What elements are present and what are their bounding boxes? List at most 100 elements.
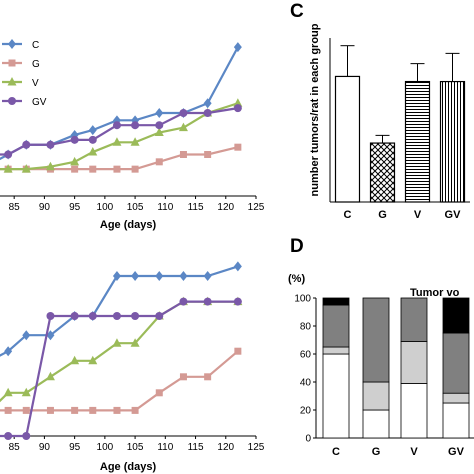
pB-series-V-point-6 (112, 338, 122, 347)
pA-series-GV-point-5 (88, 135, 97, 144)
pA-series-G-point-9 (179, 151, 187, 158)
pA-series-V-point-8 (154, 127, 164, 137)
pB-series-C-point-7 (131, 271, 140, 281)
c-bar-C (334, 75, 361, 203)
stacked-bar-chart-d-legend-title: Tumor vo (410, 287, 460, 299)
d-category-label-C: C (332, 446, 340, 458)
pB-series-C-point-6 (112, 271, 121, 281)
pA-series-C-point-11 (233, 42, 242, 53)
d-segment-GV-1 (442, 392, 470, 404)
pB-series-GV-point-9 (179, 297, 188, 306)
pA-series-G-point-11 (234, 143, 242, 151)
pA-series-GV-point-7 (131, 121, 140, 130)
pB-series-GV-point-7 (131, 312, 140, 320)
d-segment-V-1 (400, 340, 428, 384)
pB-series-V-point-5 (88, 355, 98, 365)
d-ytick-label-3: 60 (300, 350, 312, 361)
d-ytick-label-5: 100 (294, 294, 311, 305)
d-ytick-label-0: 0 (305, 434, 311, 445)
pB-xtick-label-7: 120 (217, 442, 234, 453)
d-ytick-label-1: 20 (300, 406, 312, 417)
pA-series-G-point-5 (89, 165, 97, 173)
pB-series-C-point-8 (155, 271, 164, 281)
c-category-label-G: G (378, 209, 387, 221)
pB-series-G-point-5 (89, 406, 97, 414)
pA-xtick-label-3: 100 (97, 202, 114, 213)
pB-series-V-point-7 (130, 338, 140, 347)
pA-series-GV-point-10 (203, 109, 212, 117)
pA-series-V-point-4 (70, 156, 80, 166)
pA-legend-marker-V (7, 77, 17, 86)
pA-series-G-point-4 (71, 165, 79, 173)
pB-series-V-point-4 (70, 355, 80, 365)
pB-series-G-point-11 (234, 347, 242, 355)
bar-chart-c: C G V GV (329, 38, 470, 221)
c-category-label-GV: GV (445, 209, 462, 221)
panel-label-d: D (290, 236, 304, 257)
d-segment-C-2 (322, 304, 350, 348)
pA-xtick-label-6: 115 (188, 202, 204, 213)
pA-series-GV-point-6 (112, 121, 121, 130)
d-segment-C-0 (322, 353, 350, 439)
pB-series-C-point-1 (4, 346, 13, 357)
pA-legend-label-G: G (32, 59, 40, 70)
d-segment-G-2 (362, 297, 390, 383)
pB-series-G-point-9 (179, 373, 187, 381)
pA-legend-label-C: C (32, 40, 39, 51)
pB-xtick-label-2: 95 (69, 442, 81, 453)
d-segment-V-2 (400, 297, 428, 342)
pA-series-G-point-8 (155, 158, 163, 166)
pB-series-C-point-11 (233, 261, 242, 272)
pA-xtick-label-2: 95 (69, 202, 81, 213)
pA-series-GV-point-9 (179, 109, 188, 117)
pA-series-V-point-6 (112, 137, 122, 146)
pA-series-V-point-11 (233, 98, 243, 107)
stacked-bar-chart-d-ylabel: (%) (288, 273, 305, 285)
d-segment-GV-0 (442, 402, 470, 439)
d-segment-G-0 (362, 409, 390, 439)
pA-series-GV-point-8 (155, 121, 164, 130)
pA-xtick-label-0: 85 (9, 202, 21, 213)
pA-series-C-point-5 (88, 125, 97, 136)
pB-series-G-point-8 (155, 389, 163, 397)
pA-series-V-point-3 (45, 161, 55, 171)
pA-xtick-label-5: 110 (157, 202, 173, 213)
d-ytick-label-2: 40 (300, 378, 312, 389)
panel-label-c: C (290, 1, 304, 22)
c-bar-G (369, 142, 396, 203)
pA-series-GV-point-2 (22, 140, 31, 149)
d-ytick-label-4: 80 (300, 322, 312, 333)
pB-series-G-point-4 (71, 406, 79, 414)
pB-series-G-line (0, 350, 239, 412)
pB-series-C-point-9 (179, 271, 188, 281)
pB-xtick-label-3: 100 (97, 442, 114, 453)
pA-series-GV-point-3 (46, 140, 55, 149)
pB-xtick-label-6: 115 (188, 442, 204, 453)
pA-legend-label-V: V (32, 78, 39, 89)
pB-xtick-label-1: 90 (39, 442, 51, 453)
d-category-label-V: V (410, 446, 418, 458)
pB-xtick-label-4: 105 (127, 442, 144, 453)
pA-series-V-point-2 (21, 164, 31, 173)
pB-xtick-label-8: 125 (248, 442, 265, 453)
bar-chart-c-ylabel: number tumors/rat in each group (309, 23, 321, 196)
pA-series-GV-point-1 (4, 150, 13, 159)
pB-series-V-point-2 (21, 387, 31, 397)
pB-series-G-point-10 (204, 373, 212, 381)
line-chart-bottom: 85 90 95 100 105 110 115 120 125 (0, 261, 265, 453)
pA-series-GV-point-4 (70, 135, 79, 144)
pB-series-GV-point-4 (70, 312, 79, 320)
pA-legend-marker-G (8, 59, 16, 67)
pB-series-G-point-6 (113, 406, 121, 414)
pA-series-C-point-10 (203, 98, 212, 109)
pA-xtick-label-4: 105 (127, 202, 144, 213)
d-category-label-GV: GV (448, 446, 465, 458)
pB-series-GV-line (0, 300, 238, 438)
pB-series-GV-point-8 (155, 312, 164, 320)
pB-series-GV-point-2 (22, 432, 31, 440)
d-segment-V-0 (400, 382, 428, 439)
line-chart-bottom-xlabel: Age (days) (100, 461, 157, 473)
